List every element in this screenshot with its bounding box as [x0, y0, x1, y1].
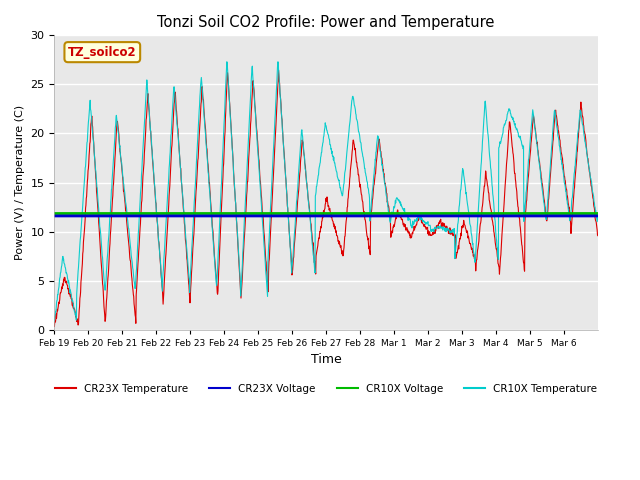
- X-axis label: Time: Time: [311, 353, 342, 366]
- CR23X Temperature: [275, 67, 282, 73]
- CR10X Temperature: [454, 217, 462, 223]
- Legend: CR23X Temperature, CR23X Voltage, CR10X Voltage, CR10X Temperature: CR23X Temperature, CR23X Voltage, CR10X …: [51, 380, 601, 398]
- CR23X Temperature: [594, 233, 602, 239]
- CR23X Voltage: [301, 213, 309, 219]
- Line: CR10X Temperature: CR10X Temperature: [54, 62, 598, 321]
- CR10X Voltage: [587, 211, 595, 216]
- CR10X Temperature: [51, 318, 58, 324]
- CR23X Temperature: [312, 253, 320, 259]
- CR10X Temperature: [594, 214, 602, 220]
- CR23X Temperature: [588, 183, 595, 189]
- CR10X Temperature: [302, 168, 310, 174]
- CR23X Temperature: [51, 324, 58, 329]
- CR23X Voltage: [594, 213, 602, 219]
- CR10X Voltage: [136, 211, 143, 216]
- CR23X Voltage: [587, 213, 595, 219]
- CR10X Voltage: [51, 211, 58, 216]
- CR23X Voltage: [454, 213, 462, 219]
- CR23X Voltage: [51, 213, 58, 219]
- CR10X Voltage: [534, 211, 541, 216]
- CR10X Temperature: [223, 59, 230, 65]
- Y-axis label: Power (V) / Temperature (C): Power (V) / Temperature (C): [15, 105, 25, 260]
- CR23X Temperature: [136, 237, 143, 243]
- CR10X Voltage: [312, 211, 319, 216]
- CR10X Temperature: [312, 189, 320, 195]
- CR10X Temperature: [588, 178, 595, 183]
- Text: TZ_soilco2: TZ_soilco2: [68, 46, 136, 59]
- CR23X Temperature: [454, 243, 462, 249]
- CR23X Voltage: [136, 213, 143, 219]
- CR23X Temperature: [302, 172, 310, 178]
- CR23X Voltage: [534, 213, 541, 219]
- CR10X Voltage: [594, 211, 602, 216]
- CR10X Voltage: [301, 211, 309, 216]
- CR23X Voltage: [312, 213, 319, 219]
- CR10X Voltage: [454, 211, 462, 216]
- CR10X Temperature: [534, 150, 542, 156]
- Title: Tonzi Soil CO2 Profile: Power and Temperature: Tonzi Soil CO2 Profile: Power and Temper…: [157, 15, 495, 30]
- CR23X Temperature: [534, 148, 542, 154]
- Line: CR23X Temperature: CR23X Temperature: [54, 70, 598, 326]
- CR10X Temperature: [136, 212, 143, 217]
